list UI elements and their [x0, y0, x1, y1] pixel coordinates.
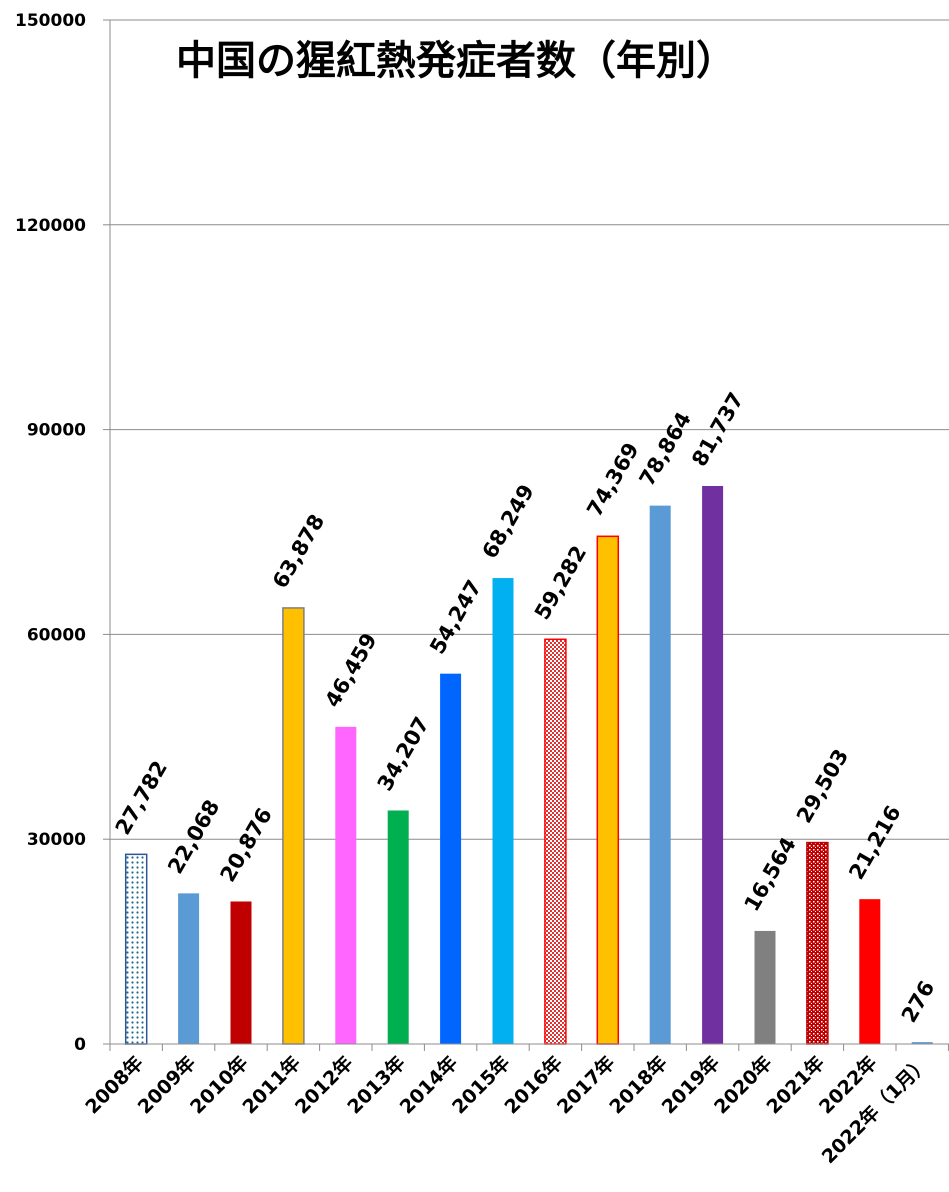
- bar: [282, 607, 305, 1045]
- bar: [754, 930, 776, 1044]
- y-axis: 0 30000 60000 90000 120000 150000: [15, 11, 111, 1055]
- data-label: 16,564: [740, 833, 801, 915]
- data-label: 59,282: [530, 542, 591, 624]
- x-tick-label: 2020年: [709, 1051, 776, 1118]
- data-label: 46,459: [320, 629, 381, 711]
- bar: [335, 726, 357, 1044]
- x-tick-label: 2013年: [343, 1051, 410, 1118]
- x-tick-label: 2019年: [657, 1051, 724, 1118]
- data-label: 68,249: [478, 480, 539, 562]
- y-tick-label: 120000: [15, 216, 86, 236]
- bar: [596, 535, 620, 1045]
- data-label: 34,207: [373, 713, 434, 795]
- gridlines: [110, 19, 949, 840]
- chart-title: 中国の猩紅熱発症者数（年別）: [176, 38, 736, 84]
- x-tick-label: 2014年: [395, 1051, 462, 1118]
- bar: [806, 841, 829, 1045]
- bar: [649, 505, 671, 1044]
- x-axis: 2008年2009年2010年2011年2012年2013年2014年2015年…: [81, 1043, 949, 1168]
- data-label: 22,068: [163, 796, 224, 878]
- bar: [859, 899, 881, 1044]
- y-tick-label: 0: [74, 1035, 86, 1055]
- bar: [230, 901, 252, 1044]
- y-tick-label: 90000: [27, 421, 86, 441]
- data-label: 27,782: [111, 757, 172, 839]
- data-label: 78,864: [635, 408, 696, 490]
- bar: [387, 810, 409, 1044]
- data-label: 29,503: [792, 745, 853, 827]
- bar: [911, 1042, 933, 1044]
- data-label: 74,369: [582, 439, 643, 521]
- y-tick-label: 60000: [27, 625, 86, 645]
- data-label: 20,876: [216, 804, 277, 886]
- bar: [544, 638, 567, 1045]
- bar: [178, 893, 200, 1044]
- data-label: 276: [897, 977, 940, 1027]
- x-tick-label: 2009年: [133, 1051, 200, 1118]
- bar: [702, 486, 724, 1044]
- data-label: 21,216: [844, 801, 905, 883]
- bar: [440, 673, 462, 1044]
- y-tick-label: 150000: [15, 11, 86, 31]
- x-tick-label: 2021年: [762, 1051, 829, 1118]
- x-tick-label: 2010年: [185, 1051, 252, 1118]
- x-tick-label: 2012年: [290, 1051, 357, 1118]
- bars: [124, 486, 933, 1045]
- x-tick-label: 2017年: [552, 1051, 619, 1118]
- bar: [492, 578, 514, 1044]
- x-tick-label: 2016年: [500, 1051, 567, 1118]
- y-tick-label: 30000: [27, 830, 86, 850]
- bar: [124, 853, 148, 1045]
- data-label: 63,878: [268, 510, 329, 592]
- x-tick-label: 2011年: [238, 1051, 305, 1118]
- x-tick-label: 2008年: [81, 1051, 148, 1118]
- data-label: 54,247: [425, 576, 486, 658]
- x-tick-label: 2018年: [605, 1051, 672, 1118]
- x-tick-label: 2015年: [447, 1051, 514, 1118]
